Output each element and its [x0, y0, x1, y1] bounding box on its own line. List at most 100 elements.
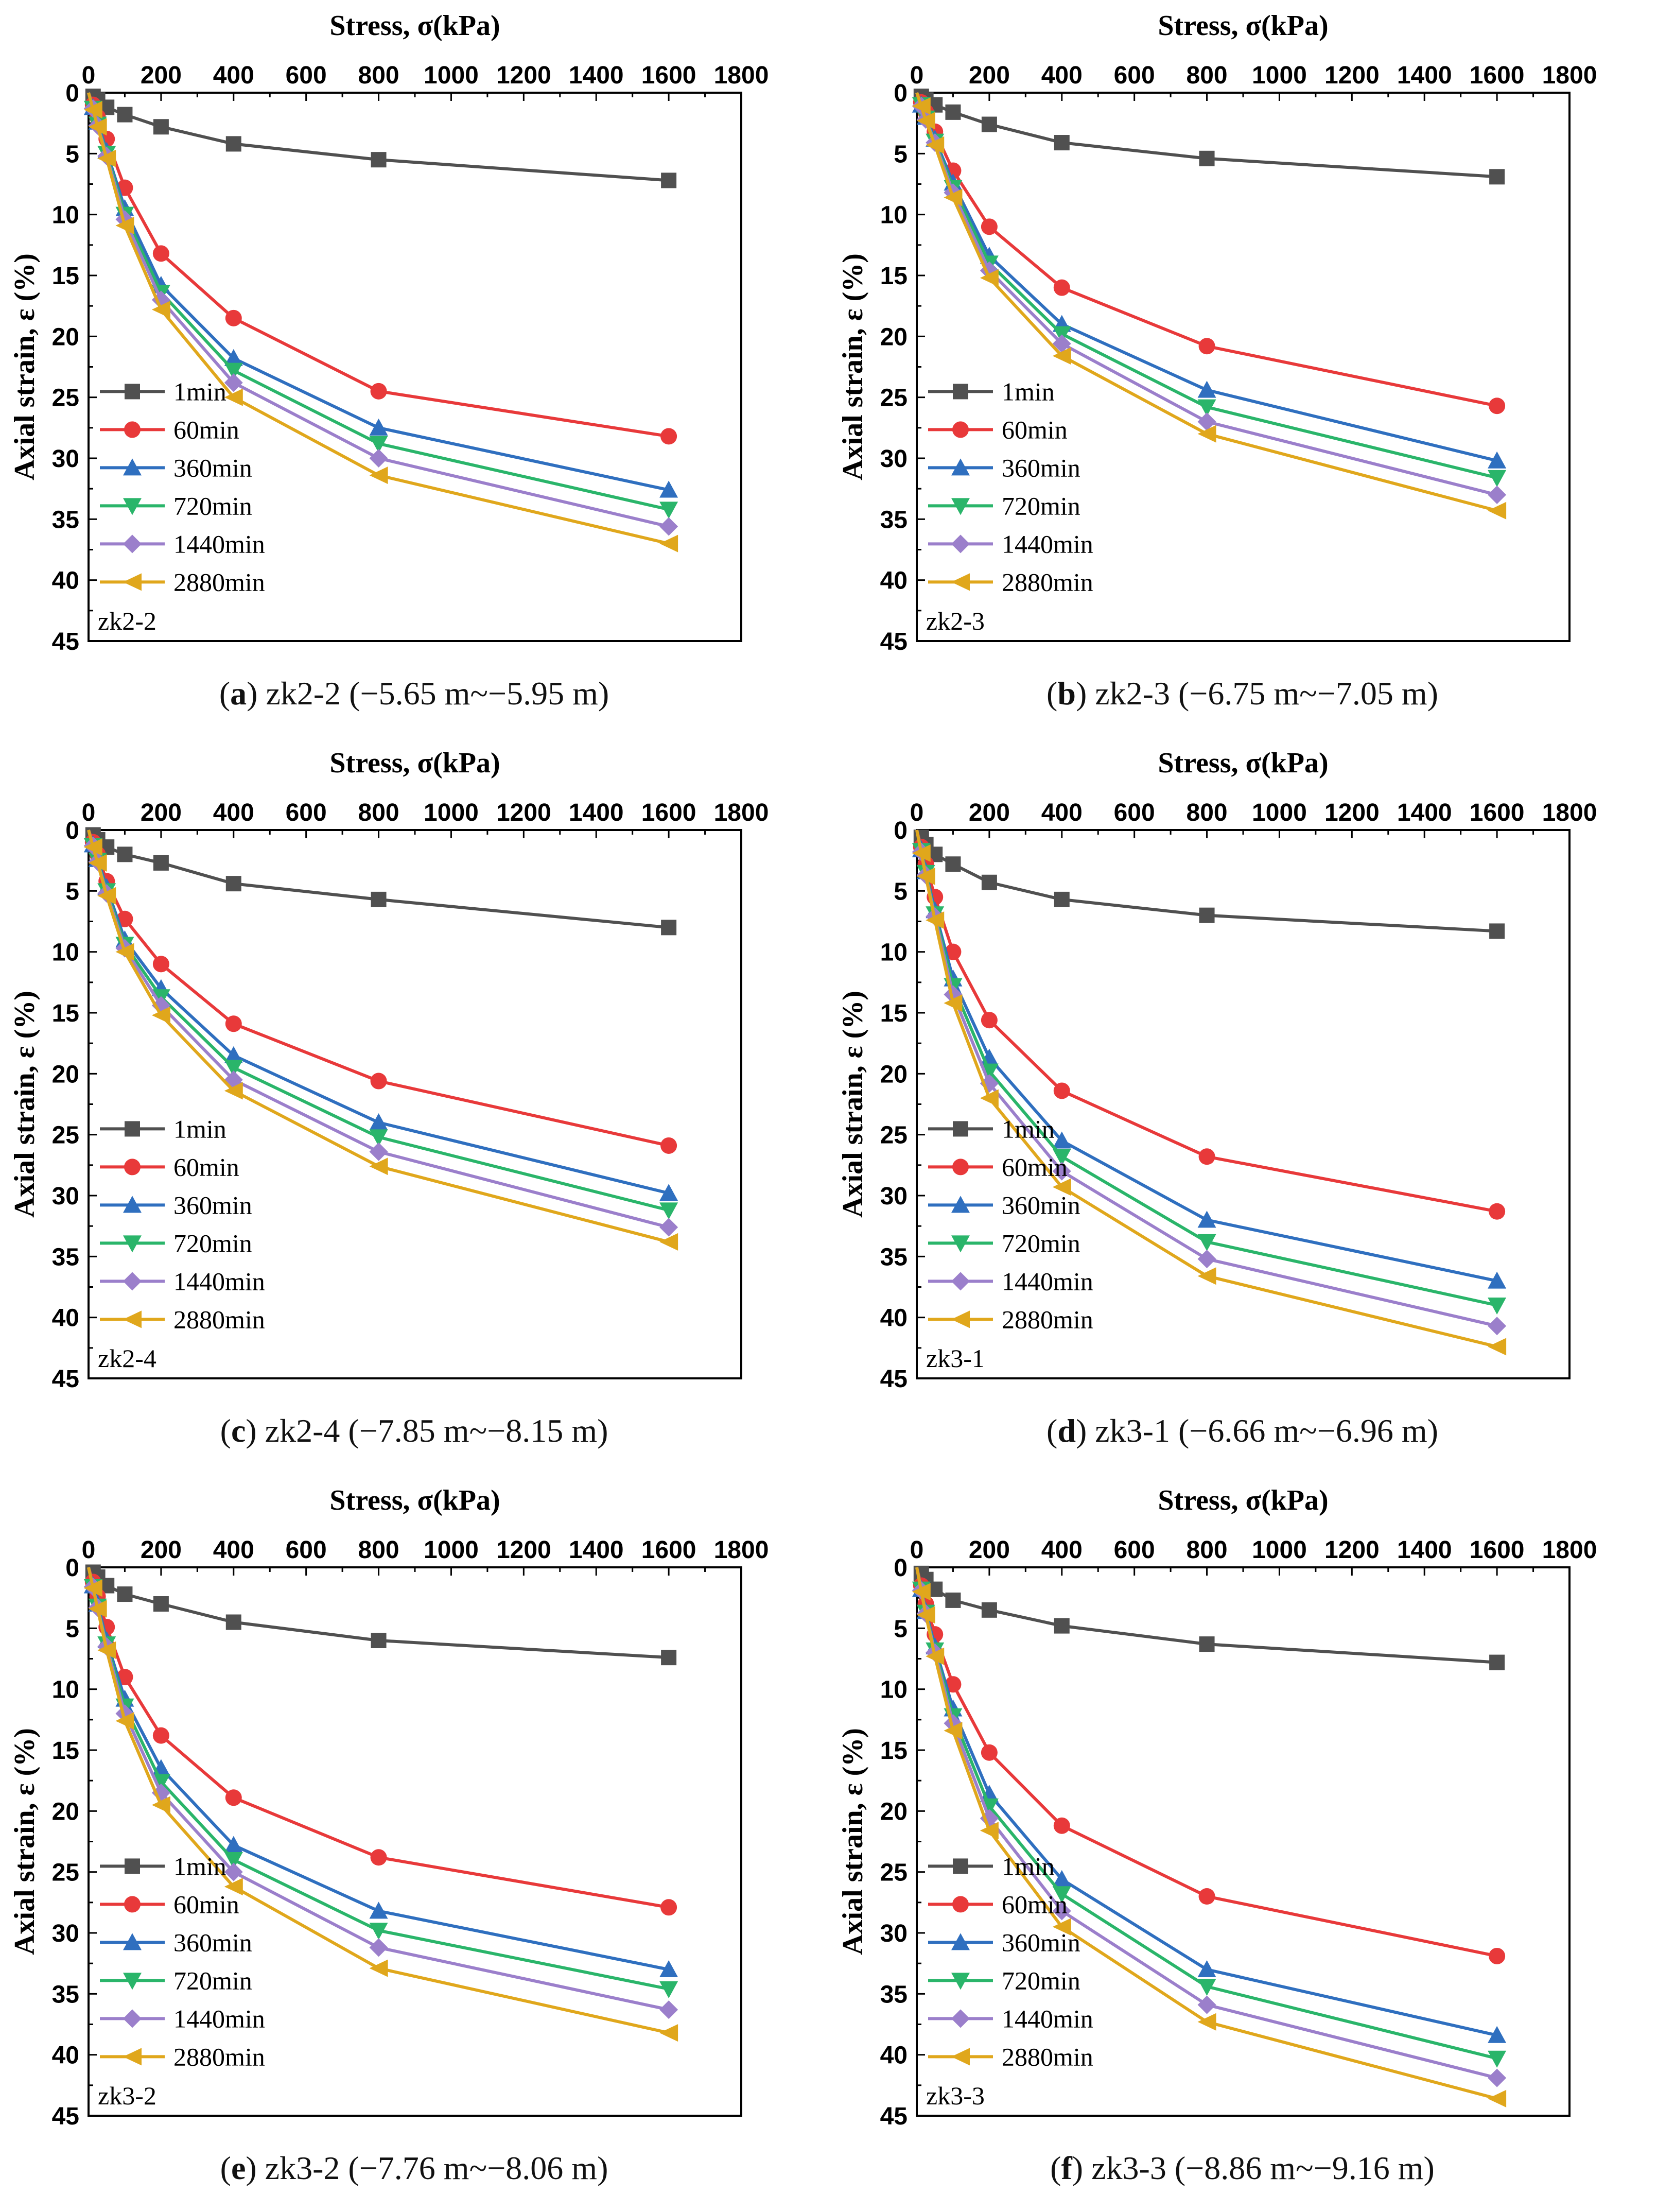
legend-label: 1440min	[173, 2004, 265, 2033]
y-tick-label: 35	[52, 506, 79, 533]
x-tick-label: 0	[82, 62, 96, 89]
legend-marker	[953, 384, 968, 400]
x-tick-label: 800	[1187, 799, 1228, 826]
y-tick-label: 45	[52, 628, 79, 655]
legend-label: 1min	[173, 1852, 226, 1880]
data-point	[1197, 1250, 1216, 1269]
x-tick-label: 0	[910, 1536, 924, 1564]
data-point	[1199, 1636, 1215, 1652]
legend-label: 1min	[1002, 1114, 1055, 1143]
x-tick-label: 1600	[1470, 799, 1525, 826]
legend-marker	[123, 498, 142, 515]
data-point	[926, 911, 945, 929]
legend: 1min 60min 360min 720min 1440min 2880min	[928, 1852, 1093, 2071]
data-point	[1054, 891, 1070, 907]
data-point	[944, 188, 963, 206]
data-point	[115, 943, 134, 961]
y-tick-label: 20	[52, 1798, 79, 1825]
legend-marker	[125, 1121, 140, 1137]
data-point	[369, 1113, 388, 1130]
data-point	[1197, 1995, 1216, 2014]
y-axis-title: Axial strain, ε (%)	[9, 1728, 41, 1955]
data-point	[371, 152, 387, 168]
data-point	[981, 116, 997, 132]
data-point	[225, 876, 241, 892]
data-point	[369, 1142, 388, 1161]
plot-frame	[916, 1566, 1571, 2117]
panel-tag: zk3-2	[98, 2081, 156, 2110]
chart-zk2-3: 0 200 400 600 800 1000 1200 1400 1600 1800 0 5 10 15 2…	[837, 10, 1597, 655]
legend: 1min 60min 360min 720min 1440min 2880min	[928, 377, 1093, 596]
x-tick-label: 0	[910, 62, 924, 89]
panel-c: 0 200 400 600 800 1000 1200 1400 1600 1800 0 5 10 15 2…	[0, 737, 828, 1475]
x-tick-label: 0	[82, 1536, 96, 1564]
data-point	[1197, 381, 1216, 398]
data-point	[1489, 169, 1505, 185]
data-point	[1198, 1148, 1215, 1165]
data-point	[151, 1796, 170, 1814]
y-tick-label: 25	[880, 385, 908, 412]
data-point	[224, 1046, 243, 1063]
data-point	[659, 502, 678, 519]
data-point	[945, 104, 961, 120]
caption-e: (e) zk3-2 (−7.76 m~−8.06 m)	[220, 2150, 608, 2186]
legend-marker	[951, 2048, 970, 2066]
y-tick-label: 30	[52, 1183, 79, 1210]
data-point	[944, 1722, 963, 1740]
caption-a: (a) zk2-2 (−5.65 m~−5.95 m)	[219, 675, 609, 712]
x-axis-title: Stress, σ(kPa)	[1158, 10, 1328, 42]
y-tick-label: 40	[52, 2042, 79, 2069]
data-point	[945, 1676, 962, 1693]
x-tick-label: 400	[213, 62, 254, 89]
x-tick-label: 200	[969, 62, 1010, 89]
y-tick-label: 40	[880, 1305, 908, 1332]
data-point	[980, 1089, 999, 1107]
data-point	[1488, 451, 1507, 469]
y-tick-label: 25	[52, 1122, 79, 1149]
data-point	[1488, 1317, 1507, 1336]
x-tick-label: 1200	[496, 799, 551, 826]
chart-zk3-2: 0 200 400 600 800 1000 1200 1400 1600 1800 0 5 10 15 2…	[9, 1484, 769, 2130]
y-tick-label: 15	[52, 1000, 79, 1027]
legend-label: 60min	[173, 1890, 239, 1919]
data-point	[916, 1606, 935, 1624]
caption-f: (f) zk3-3 (−8.86 m~−9.16 m)	[1050, 2150, 1435, 2186]
data-point	[1198, 338, 1215, 355]
legend-marker	[123, 1933, 142, 1950]
y-tick-label: 5	[65, 1615, 79, 1643]
data-point	[370, 1849, 387, 1866]
panel-tag: zk3-3	[926, 2081, 985, 2110]
data-point	[659, 1218, 678, 1237]
data-point	[1488, 2026, 1507, 2043]
data-point	[97, 887, 116, 905]
caption-letter: b	[1057, 675, 1076, 712]
y-tick-label: 45	[52, 1366, 79, 1393]
data-point	[981, 874, 997, 890]
chart-zk3-1: 0 200 400 600 800 1000 1200 1400 1600 1800 0 5 10 15 2…	[837, 747, 1597, 1393]
legend-label: 360min	[1002, 1190, 1080, 1219]
x-tick-label: 400	[213, 1536, 254, 1564]
legend-marker	[951, 1272, 970, 1291]
panel-tag: zk3-1	[926, 1344, 985, 1373]
x-tick-label: 0	[82, 799, 96, 826]
panel-b: 0 200 400 600 800 1000 1200 1400 1600 1800 0 5 10 15 2…	[828, 0, 1656, 737]
data-point	[369, 466, 388, 485]
y-tick-label: 15	[880, 1737, 908, 1765]
caption-text: zk2-4 (−7.85 m~−8.15 m)	[265, 1412, 608, 1449]
data-point	[117, 846, 133, 862]
x-tick-label: 1800	[1542, 799, 1597, 826]
data-point	[1052, 1902, 1071, 1921]
data-point	[912, 1583, 931, 1601]
y-tick-label: 0	[894, 80, 908, 107]
data-point	[152, 1727, 169, 1744]
y-tick-label: 35	[880, 506, 908, 533]
y-axis-title: Axial strain, ε (%)	[837, 991, 869, 1218]
legend-marker	[951, 458, 970, 476]
legend: 1min 60min 360min 720min 1440min 2880min	[100, 1852, 265, 2071]
data-point	[945, 1592, 961, 1608]
data-point	[1489, 1654, 1505, 1670]
data-point	[1197, 412, 1216, 431]
data-point	[980, 269, 999, 287]
y-tick-label: 35	[880, 1981, 908, 2008]
data-point	[225, 1614, 241, 1630]
